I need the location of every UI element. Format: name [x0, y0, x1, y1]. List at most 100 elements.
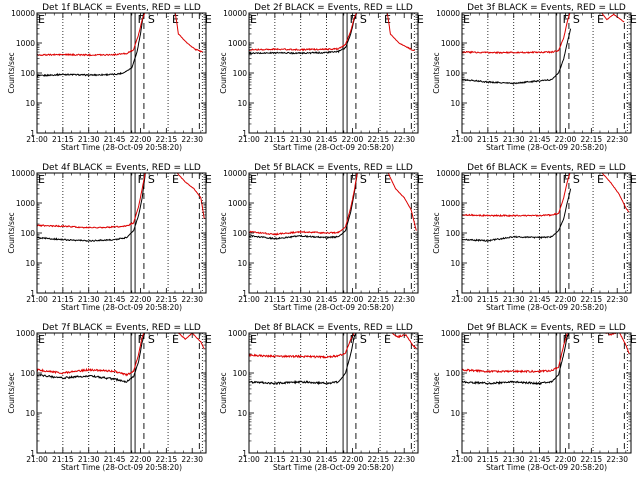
plot-frame	[248, 12, 419, 134]
marker-label: E	[463, 13, 470, 26]
series-line-lld	[462, 333, 630, 374]
marker-label: E	[597, 13, 604, 26]
plot-frame	[461, 172, 632, 294]
marker-label: F	[138, 173, 144, 186]
x-tick-label: 22:15	[156, 455, 178, 464]
y-tick-label: 1	[242, 129, 247, 138]
y-axis-label: Counts/sec	[432, 212, 441, 253]
y-tick-label: 1000	[16, 329, 35, 338]
y-tick-label: 10000	[11, 169, 35, 178]
x-tick-label: 22:00	[130, 135, 152, 144]
x-tick-label: 22:30	[181, 135, 203, 144]
marker-label: E	[38, 333, 45, 346]
x-tick-label: 22:15	[581, 455, 603, 464]
y-tick-label: 1000	[228, 329, 247, 338]
y-tick-label: 100	[233, 69, 248, 78]
x-tick-label: 21:15	[52, 295, 74, 304]
chart-title: Det 8f BLACK = Events, RED = LLD	[254, 323, 413, 333]
x-tick-label: 21:15	[477, 455, 499, 464]
x-tick-label: 21:45	[529, 295, 551, 304]
chart-title: Det 5f BLACK = Events, RED = LLD	[254, 163, 413, 173]
x-tick-label: 21:45	[104, 295, 126, 304]
x-tick-label: 22:30	[181, 455, 203, 464]
chart-title: Det 1f BLACK = Events, RED = LLD	[42, 3, 201, 13]
series-line-events	[37, 333, 146, 383]
x-tick-label: 22:15	[156, 135, 178, 144]
series-line-events	[249, 333, 357, 386]
y-axis-label: Counts/sec	[219, 52, 228, 93]
marker-label: E	[250, 173, 257, 186]
x-tick-label: 21:30	[290, 455, 312, 464]
y-tick-label: 100	[233, 369, 248, 378]
y-axis-label: Counts/sec	[7, 372, 16, 413]
y-tick-label: 1000	[16, 39, 35, 48]
plot-frame	[461, 332, 632, 454]
marker-label: F	[563, 13, 569, 26]
x-tick-label: 22:00	[130, 455, 152, 464]
marker-label: E	[463, 333, 470, 346]
plot-frame	[36, 172, 207, 294]
x-tick-label: 21:45	[316, 135, 338, 144]
chart-title: Det 7f BLACK = Events, RED = LLD	[42, 323, 201, 333]
marker-label: S	[573, 173, 580, 186]
marker-label: E	[205, 333, 212, 346]
x-tick-label: 21:00	[26, 135, 48, 144]
x-tick-label: 22:00	[555, 455, 577, 464]
y-tick-label: 10000	[223, 169, 247, 178]
x-tick-label: 21:00	[238, 135, 260, 144]
y-tick-label: 1	[30, 449, 35, 458]
marker-label: F	[138, 13, 144, 26]
x-tick-label: 21:15	[264, 455, 286, 464]
x-tick-label: 21:45	[529, 135, 551, 144]
y-tick-label: 10	[25, 409, 35, 418]
x-axis-label: Start Time (28-Oct-09 20:58:20)	[486, 143, 607, 152]
x-tick-label: 21:45	[316, 295, 338, 304]
x-axis-label: Start Time (28-Oct-09 20:58:20)	[61, 463, 182, 472]
x-tick-label: 22:00	[555, 135, 577, 144]
x-tick-label: 22:15	[581, 295, 603, 304]
marker-label: F	[563, 173, 569, 186]
y-tick-label: 10000	[223, 9, 247, 18]
y-axis-label: Counts/sec	[219, 212, 228, 253]
marker-label: F	[138, 333, 144, 346]
x-tick-label: 22:30	[606, 135, 628, 144]
chart-title: Det 9f BLACK = Events, RED = LLD	[467, 323, 626, 333]
x-tick-label: 22:15	[368, 455, 390, 464]
plot-frame	[461, 12, 632, 134]
x-tick-label: 21:30	[290, 135, 312, 144]
y-tick-label: 1	[455, 449, 460, 458]
y-tick-label: 1000	[441, 329, 460, 338]
x-tick-label: 21:00	[238, 295, 260, 304]
chart-title: Det 3f BLACK = Events, RED = LLD	[467, 3, 626, 13]
y-axis-label: Counts/sec	[7, 52, 16, 93]
x-tick-label: 22:15	[581, 135, 603, 144]
series-line-lld	[37, 13, 203, 57]
x-tick-label: 21:15	[477, 295, 499, 304]
x-tick-label: 21:15	[264, 295, 286, 304]
y-axis-label: Counts/sec	[432, 372, 441, 413]
series-line-lld	[249, 173, 417, 236]
y-tick-label: 1	[455, 289, 460, 298]
x-tick-label: 21:30	[503, 135, 525, 144]
x-axis-label: Start Time (28-Oct-09 20:58:20)	[61, 143, 182, 152]
x-tick-label: 22:30	[393, 455, 415, 464]
x-tick-label: 21:30	[78, 455, 100, 464]
y-tick-label: 100	[21, 69, 36, 78]
y-axis-label: Counts/sec	[219, 372, 228, 413]
series-line-lld	[249, 333, 417, 360]
marker-label: E	[38, 173, 45, 186]
x-tick-label: 22:30	[393, 135, 415, 144]
marker-label: E	[417, 333, 424, 346]
marker-label: S	[573, 333, 580, 346]
y-tick-label: 1	[242, 449, 247, 458]
y-tick-label: 1000	[441, 39, 460, 48]
series-line-lld	[37, 173, 205, 229]
plot-frame	[248, 332, 419, 454]
y-tick-label: 100	[446, 229, 461, 238]
series-line-events	[462, 188, 572, 243]
x-tick-label: 22:30	[393, 295, 415, 304]
